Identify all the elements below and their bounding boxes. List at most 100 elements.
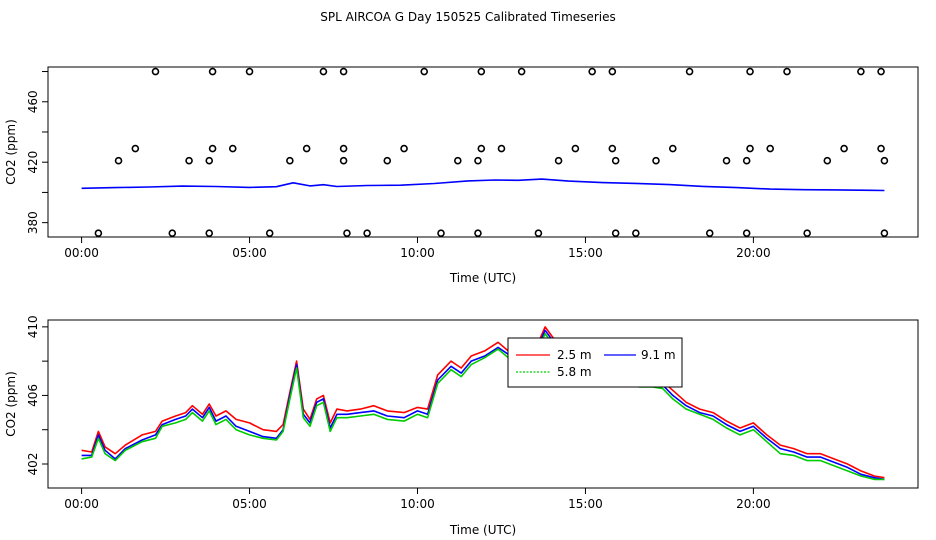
- bottom-plot-frame: [47, 319, 919, 489]
- calibration-point: [208, 67, 217, 76]
- calibration-point: [588, 67, 596, 76]
- bottom-panel: 00:00 05:00 10:00 15:00 20:00 402 406 410 2.5 …: [4, 315, 919, 537]
- calibration-point: [823, 156, 832, 165]
- top-panel: 00:00 05:00 10:00 15:00 20:00 380 420 460 Time…: [4, 66, 919, 285]
- calibration-point: [722, 156, 731, 165]
- bottom-x-axis: 00:00 05:00 10:00 15:00 20:00: [64, 488, 771, 511]
- calibration-point: [245, 67, 254, 76]
- calibration-point: [454, 156, 462, 165]
- top-x-tick-label: 15:00: [568, 246, 603, 260]
- calibration-point: [517, 67, 526, 76]
- bottom-series-layer: [81, 326, 885, 481]
- bottom-x-tick-label: 00:00: [64, 497, 99, 511]
- calibration-point: [685, 67, 694, 76]
- calibration-point: [742, 229, 751, 238]
- calibration-point: [803, 229, 811, 238]
- calibration-point: [343, 229, 351, 238]
- top-series-layer: [81, 178, 885, 192]
- top-x-tick-label: 05:00: [232, 246, 267, 260]
- calibration-point: [746, 67, 754, 76]
- calibration-point: [339, 156, 348, 165]
- calibration-point: [608, 67, 617, 76]
- calibration-point: [474, 229, 482, 238]
- calibration-point: [265, 229, 274, 238]
- bottom-x-tick-label: 10:00: [400, 497, 435, 511]
- calibration-point: [880, 156, 889, 165]
- calibration-point: [877, 144, 885, 153]
- calibration-point: [208, 144, 217, 153]
- calibration-point: [319, 67, 328, 76]
- top-y-tick-label: 420: [26, 151, 40, 174]
- calibration-point: [497, 144, 506, 153]
- calibration-point: [131, 144, 140, 153]
- calibration-point: [652, 156, 660, 165]
- calibration-point: [746, 144, 754, 153]
- calibration-point: [611, 156, 620, 165]
- calibration-point: [554, 156, 563, 165]
- calibration-point: [477, 67, 486, 76]
- top-x-axis-label: Time (UTC): [449, 271, 516, 285]
- figure-title: SPL AIRCOA G Day 150525 Calibrated Times…: [320, 10, 615, 24]
- calibration-point: [185, 156, 193, 165]
- top-x-axis: 00:00 05:00 10:00 15:00 20:00: [64, 237, 771, 260]
- calibration-point: [571, 144, 580, 153]
- calibration-point: [420, 67, 429, 76]
- top-y-tick-label: 460: [26, 90, 40, 113]
- calibration-point: [668, 144, 677, 153]
- bottom-x-tick-label: 05:00: [232, 497, 267, 511]
- calibration-point: [611, 229, 620, 238]
- calibration-point: [205, 156, 214, 165]
- calibration-point: [783, 67, 791, 76]
- top-x-tick-label: 00:00: [64, 246, 99, 260]
- top-y-tick-label: 380: [26, 211, 40, 234]
- bottom-x-tick-label: 20:00: [736, 497, 771, 511]
- top-calibration-points: [94, 67, 889, 238]
- calibration-point: [151, 67, 160, 76]
- calibration-point: [94, 229, 103, 238]
- calibration-point: [705, 229, 714, 238]
- calibration-point: [534, 229, 543, 238]
- top-y-axis-label: CO2 (ppm): [4, 119, 18, 185]
- calibration-point: [302, 144, 311, 153]
- calibration-point: [339, 67, 348, 76]
- calibration-point: [608, 144, 617, 153]
- top-y-axis: 380 420 460: [26, 71, 48, 234]
- bottom-line-2-5-m: [81, 326, 885, 479]
- calibration-point: [742, 156, 751, 165]
- bottom-x-tick-label: 15:00: [568, 497, 603, 511]
- bottom-y-axis: 402 406 410: [26, 315, 48, 475]
- calibration-point: [363, 229, 371, 238]
- top-x-tick-label: 10:00: [400, 246, 435, 260]
- calibration-point: [474, 156, 482, 165]
- bottom-y-tick-label: 410: [26, 315, 40, 338]
- bottom-y-tick-label: 406: [26, 384, 40, 407]
- bottom-y-tick-label: 402: [26, 453, 40, 476]
- calibration-point: [857, 67, 865, 76]
- calibration-point: [400, 144, 408, 153]
- top-line-series-0: [81, 178, 885, 192]
- legend: 2.5 m 9.1 m 5.8 m: [507, 337, 683, 388]
- calibration-point: [877, 67, 885, 76]
- bottom-line-5-8-m: [81, 332, 885, 481]
- bottom-x-axis-label: Time (UTC): [449, 523, 516, 537]
- legend-label-2-5m: 2.5 m: [557, 348, 592, 362]
- calibration-point: [205, 229, 214, 238]
- calibration-point: [168, 229, 177, 238]
- bottom-y-axis-label: CO2 (ppm): [4, 371, 18, 437]
- calibration-point: [632, 229, 640, 238]
- top-plot-frame: [47, 66, 919, 238]
- calibration-point: [840, 144, 848, 153]
- calibration-point: [437, 229, 445, 238]
- bottom-line-9-1-m: [81, 329, 885, 481]
- legend-label-9-1m: 9.1 m: [641, 348, 676, 362]
- calibration-point: [383, 156, 392, 165]
- calibration-point: [114, 156, 123, 165]
- calibration-point: [477, 144, 486, 153]
- calibration-point: [766, 144, 775, 153]
- legend-box: [507, 337, 683, 388]
- calibration-point: [880, 229, 889, 238]
- legend-label-5-8m: 5.8 m: [557, 365, 592, 379]
- calibration-point: [286, 156, 294, 165]
- top-x-tick-label: 20:00: [736, 246, 771, 260]
